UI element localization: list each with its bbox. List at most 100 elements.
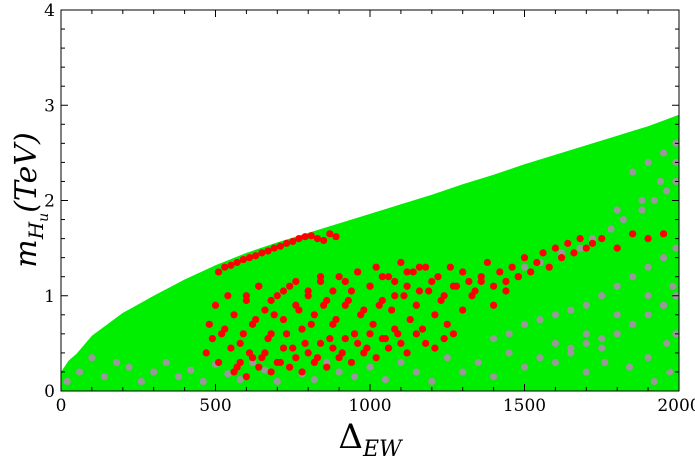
data-point-s2-5: [607, 354, 615, 362]
y-axis-title-group: mHu(TeV): [9, 132, 52, 267]
data-point-s1-4: [113, 358, 121, 367]
data-point-s3-132: [490, 301, 498, 309]
data-point-s3-107: [320, 301, 328, 309]
data-point-s3-150: [323, 363, 331, 371]
data-point-s2-10: [669, 344, 677, 352]
data-point-s3-140: [261, 349, 269, 357]
data-point-s1-34: [520, 363, 529, 371]
data-point-s3-13: [295, 235, 303, 243]
x-axis-title: ΔEW: [338, 417, 404, 457]
data-point-s1-17: [273, 377, 281, 386]
data-point-s3-78: [564, 239, 572, 247]
data-point-s1-40: [613, 311, 621, 319]
data-point-s1-24: [366, 363, 374, 371]
data-point-s2-3: [567, 377, 575, 386]
data-point-s3-143: [279, 344, 288, 352]
data-point-s3-180: [378, 273, 386, 281]
data-point-s1-61: [598, 344, 606, 352]
data-point-s3-62: [465, 277, 473, 286]
data-point-s3-121: [406, 315, 414, 324]
data-point-s1-25: [381, 375, 390, 384]
data-point-s3-96: [252, 315, 260, 324]
data-point-s3-175: [316, 273, 325, 281]
data-point-s3-157: [366, 330, 374, 338]
y-tick-label: 0: [44, 382, 55, 402]
data-point-s1-59: [567, 349, 575, 357]
data-point-s3-43: [347, 287, 356, 295]
data-point-s3-142: [273, 358, 281, 367]
scatter-points-layer: [63, 139, 679, 390]
data-point-s1-73: [619, 215, 627, 224]
data-point-s1-11: [199, 377, 207, 386]
data-point-s3-167: [440, 335, 448, 343]
data-point-s3-7: [258, 249, 266, 257]
data-point-s3-94: [239, 330, 247, 338]
data-point-s3-161: [391, 325, 399, 333]
data-point-s3-71: [520, 254, 529, 262]
data-point-s3-152: [335, 354, 343, 362]
data-point-s3-133: [502, 287, 510, 295]
data-point-s3-5: [245, 254, 254, 262]
data-point-s3-31: [273, 292, 281, 300]
data-point-s1-28: [428, 377, 436, 386]
data-point-s3-163: [403, 349, 411, 357]
data-point-s1-54: [629, 273, 637, 281]
data-point-s1-53: [613, 282, 621, 290]
data-point-s1-67: [520, 263, 529, 271]
data-point-s1-26: [397, 358, 405, 367]
data-point-s1-23: [350, 373, 359, 381]
y-tick-label: 1: [44, 287, 55, 307]
data-point-s3-176: [329, 287, 337, 295]
data-point-s3-51: [397, 258, 405, 267]
y-tick-label: 4: [44, 1, 55, 21]
data-point-s1-31: [474, 358, 482, 367]
data-point-s1-70: [576, 244, 584, 252]
data-point-s1-52: [598, 292, 606, 300]
data-point-s3-169: [242, 292, 250, 300]
data-point-s3-165: [422, 339, 430, 347]
data-point-s1-63: [629, 320, 637, 328]
data-point-s3-102: [289, 344, 297, 352]
data-point-s1-29: [443, 354, 451, 362]
y-axis-title: mHu(TeV): [9, 132, 52, 267]
data-point-s2-9: [663, 363, 671, 371]
data-point-s1-6: [137, 377, 145, 386]
data-point-s1-22: [335, 368, 343, 376]
data-point-s3-8: [264, 247, 272, 255]
data-point-s3-87: [659, 230, 668, 238]
data-point-s3-178: [354, 268, 362, 276]
data-point-s3-92: [227, 344, 235, 352]
data-point-s3-23: [224, 292, 232, 300]
data-point-s1-3: [100, 373, 108, 381]
data-point-s3-148: [310, 358, 318, 367]
data-point-s3-3: [233, 258, 241, 267]
data-point-s3-53: [409, 268, 417, 276]
data-point-s3-74: [539, 249, 547, 257]
data-point-s2-8: [650, 349, 658, 357]
data-point-s3-168: [449, 330, 458, 338]
data-point-s3-183: [415, 263, 424, 271]
y-tick-labels: 0 1 2 3 4: [44, 1, 55, 402]
data-point-s1-45: [490, 335, 498, 343]
data-point-s1-51: [582, 301, 590, 309]
data-point-s3-112: [350, 330, 359, 338]
data-point-s3-127: [443, 320, 451, 328]
data-point-s3-47: [372, 263, 380, 271]
data-point-s1-62: [613, 330, 621, 338]
data-point-s3-111: [344, 296, 352, 305]
data-point-s3-135: [230, 368, 238, 376]
data-point-s3-32: [279, 315, 288, 324]
data-point-s3-41: [335, 273, 343, 281]
data-point-s3-172: [279, 287, 288, 295]
y-tick-label: 2: [44, 192, 55, 212]
data-point-s3-145: [292, 354, 300, 362]
data-point-s3-166: [431, 344, 439, 352]
data-point-s3-19: [332, 233, 340, 241]
data-point-s2-6: [619, 358, 627, 367]
data-point-s1-64: [644, 311, 652, 319]
data-point-s3-171: [267, 296, 275, 305]
data-point-s1-30: [459, 368, 467, 376]
data-point-s1-7: [150, 368, 158, 376]
data-point-s1-10: [187, 366, 195, 374]
